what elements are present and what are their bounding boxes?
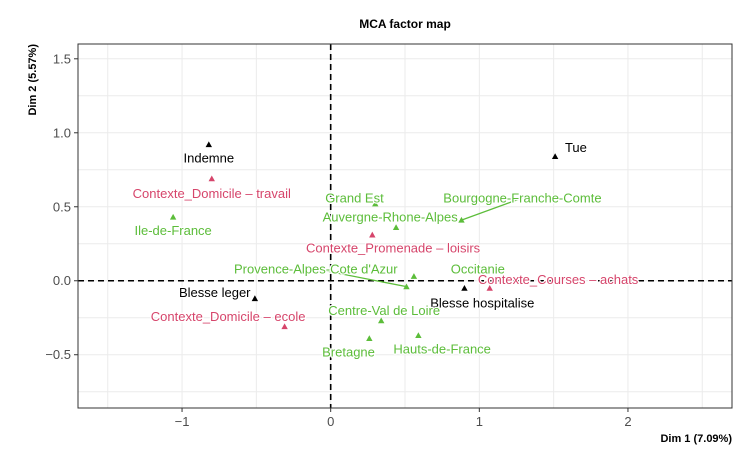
point-marker xyxy=(369,231,376,238)
point-label: Bretagne xyxy=(322,344,375,359)
point-marker xyxy=(486,284,493,291)
point-label-halo: Contexte_Domicile – ecole xyxy=(151,309,306,324)
plot-border xyxy=(77,43,733,409)
point-marker xyxy=(251,295,259,302)
x-tick-label: 0 xyxy=(327,414,334,429)
leader-lines xyxy=(315,197,523,288)
x-axis-ticks: −1 0 1 2 xyxy=(175,408,632,429)
point-label-halo: Contexte_Promenade – loisirs xyxy=(306,241,481,256)
point-label-halo: Tue xyxy=(565,140,587,155)
y-axis-ticks: −0.5 0.0 0.5 1.0 1.5 xyxy=(45,51,78,362)
y-tick-label: 1.5 xyxy=(53,51,71,66)
point-label-halo: Centre-Val de Loire xyxy=(328,303,440,318)
x-tick-label: 1 xyxy=(476,414,483,429)
x-tick-label: 2 xyxy=(624,414,631,429)
point-label-halo: Bretagne xyxy=(322,344,375,359)
point-label: Ile-de-France xyxy=(134,223,211,238)
point-label: Provence-Alpes-Cote d'Azur xyxy=(234,261,398,276)
point-marker xyxy=(415,332,422,339)
point-marker xyxy=(378,317,385,324)
point-marker xyxy=(366,335,373,342)
y-tick-label: 0.0 xyxy=(53,273,71,288)
point-label: Contexte_Courses – achats xyxy=(478,272,639,287)
y-tick-label: 0.5 xyxy=(53,199,71,214)
point-label-halo: Grand Est xyxy=(325,190,384,205)
point-label: Blesse leger xyxy=(179,285,251,300)
leader-line xyxy=(315,268,407,288)
data-points xyxy=(169,141,559,342)
chart-title: MCA factor map xyxy=(359,17,451,31)
point-label: Indemne xyxy=(184,150,235,165)
point-label: Contexte_Domicile – travail xyxy=(133,186,291,201)
point-label-halo: Contexte_Domicile – travail xyxy=(133,186,291,201)
point-marker xyxy=(458,216,465,223)
point-label-halo: Hauts-de-France xyxy=(393,341,491,356)
point-label: Bourgogne-Franche-Comte xyxy=(443,190,601,205)
point-label: Auvergne-Rhone-Alpes xyxy=(323,210,459,225)
point-label: Blesse hospitalise xyxy=(430,295,534,310)
reference-lines xyxy=(78,44,732,408)
x-axis-title: Dim 1 (7.09%) xyxy=(660,433,732,445)
point-label: Hauts-de-France xyxy=(393,341,491,356)
point-label-halo: Provence-Alpes-Cote d'Azur xyxy=(234,261,398,276)
point-label-halo: Bourgogne-Franche-Comte xyxy=(443,190,601,205)
point-marker xyxy=(169,213,177,220)
grid-lines xyxy=(78,44,732,408)
point-label-halo: Ile-de-France xyxy=(134,223,211,238)
point-label-halo: Indemne xyxy=(184,150,235,165)
point-marker xyxy=(205,141,212,148)
point-label-halo: Auvergne-Rhone-Alpes xyxy=(323,210,459,225)
point-label-halo: Contexte_Courses – achats xyxy=(478,272,639,287)
point-marker xyxy=(551,153,559,160)
point-label: Grand Est xyxy=(325,190,384,205)
point-label: Centre-Val de Loire xyxy=(328,303,440,318)
point-label: Tue xyxy=(565,140,587,155)
point-label-halo: Occitanie xyxy=(451,261,505,276)
y-tick-label: −0.5 xyxy=(45,347,71,362)
point-marker xyxy=(392,224,400,231)
x-tick-label: −1 xyxy=(175,414,190,429)
point-marker xyxy=(208,175,215,182)
point-marker xyxy=(461,284,468,291)
point-marker xyxy=(281,323,288,330)
point-label: Contexte_Domicile – ecole xyxy=(151,309,306,324)
point-label: Contexte_Promenade – loisirs xyxy=(306,241,481,256)
point-marker xyxy=(410,273,418,279)
y-tick-label: 1.0 xyxy=(53,125,71,140)
point-label-halo: Blesse leger xyxy=(179,285,251,300)
point-marker xyxy=(372,200,379,207)
leader-line xyxy=(461,197,523,221)
point-label-halo: Blesse hospitalise xyxy=(430,295,534,310)
point-label: Occitanie xyxy=(451,261,505,276)
y-axis-title: Dim 2 (5.57%) xyxy=(27,44,39,116)
point-marker xyxy=(403,283,410,290)
